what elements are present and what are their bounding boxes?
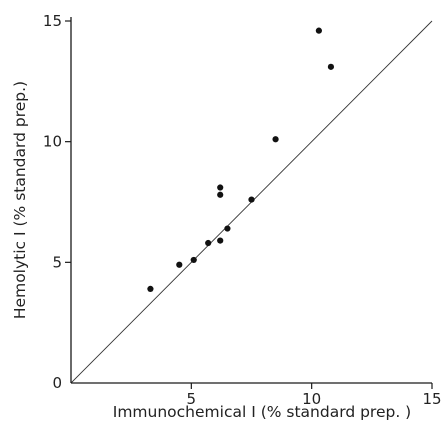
data-point (224, 225, 231, 232)
data-point (217, 191, 224, 198)
data-point (248, 196, 255, 203)
y-tick-label: 10 (43, 133, 62, 151)
y-axis-ticks: 0 5 10 15 (43, 12, 71, 392)
y-tick-label: 15 (43, 12, 62, 30)
x-axis-title: Immunochemical I (% standard prep. ) (113, 403, 411, 421)
x-axis-ticks: 5 10 15 (187, 383, 442, 408)
data-points (147, 27, 335, 292)
data-point (327, 63, 335, 70)
data-point (217, 237, 224, 244)
data-point (272, 136, 279, 143)
data-point (190, 256, 197, 264)
data-point (205, 239, 212, 247)
data-point (217, 184, 224, 191)
x-tick-label: 10 (302, 390, 321, 408)
y-axis-title: Hemolytic I (% standard prep.) (11, 81, 29, 319)
y-tick-label: 0 (52, 374, 62, 392)
data-point (147, 285, 154, 292)
x-tick-label: 5 (187, 390, 197, 408)
x-tick-label: 15 (422, 390, 441, 408)
y-tick-label: 5 (52, 253, 62, 271)
data-point (315, 27, 322, 34)
data-point (176, 261, 183, 268)
